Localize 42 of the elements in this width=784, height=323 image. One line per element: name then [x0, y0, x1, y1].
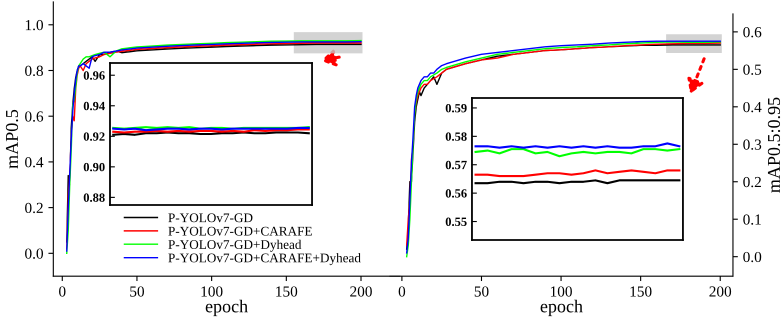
y-tick-label: 0.2 — [25, 202, 43, 214]
y-tick-label: 0.57 — [446, 160, 467, 170]
legend-label: P-YOLOv7-GD+Dyhead — [168, 240, 302, 252]
legend-label: P-YOLOv7-GD+CARAFE+Dyhead — [168, 253, 361, 266]
x-tick-label: 200 — [350, 286, 372, 297]
x-tick-label: 150 — [276, 286, 298, 297]
y2-tick-label: 0.5 — [743, 64, 762, 75]
x-tick-label: 100 — [202, 286, 223, 297]
y2-tick-label: 0.6 — [743, 27, 762, 38]
line-series — [474, 148, 680, 158]
y-axis-title: mAP0.5 — [6, 110, 18, 169]
y2-tick-label: 0.0 — [743, 252, 762, 262]
y2-tick-label: 0.4 — [743, 102, 762, 112]
legend-label: P-YOLOv7-GD — [168, 213, 252, 222]
y-tick-label: 0.4 — [25, 157, 44, 168]
y-tick-label: 0.59 — [446, 104, 467, 112]
y-tick-label: 0.88 — [84, 193, 105, 202]
x-tick-label: 200 — [709, 286, 732, 297]
x-tick-label: 0 — [59, 286, 66, 297]
x-tick-label: 150 — [630, 286, 652, 297]
y-tick-label: 0.92 — [84, 132, 105, 141]
x-axis-title: epoch — [540, 300, 583, 316]
x-tick-label: 0 — [398, 286, 406, 297]
y-tick-label: 0.6 — [25, 111, 44, 122]
y-tick-label: 0.8 — [25, 66, 44, 76]
x-tick-label: 50 — [130, 286, 144, 297]
legend-label: P-YOLOv7-GD+CARAFE — [168, 226, 312, 236]
y2-axis-title: mAP0.5:0.95 — [768, 98, 780, 193]
y-tick-label: 0.0 — [25, 248, 44, 259]
y-tick-label: 0.56 — [446, 189, 467, 198]
x-tick-label: 50 — [474, 286, 489, 297]
y2-tick-label: 0.3 — [743, 139, 762, 150]
y-tick-label: 0.90 — [84, 162, 105, 172]
y-tick-label: 0.96 — [84, 71, 105, 80]
y-tick-label: 0.55 — [446, 218, 467, 226]
y-tick-label: 0.94 — [84, 102, 105, 110]
y-tick-label: 0.58 — [446, 132, 467, 141]
x-axis-title: epoch — [206, 300, 248, 316]
y-tick-label: 1.0 — [26, 20, 44, 30]
y2-tick-label: 0.1 — [743, 214, 761, 225]
x-tick-label: 100 — [550, 286, 572, 297]
y2-tick-label: 0.2 — [743, 176, 761, 188]
